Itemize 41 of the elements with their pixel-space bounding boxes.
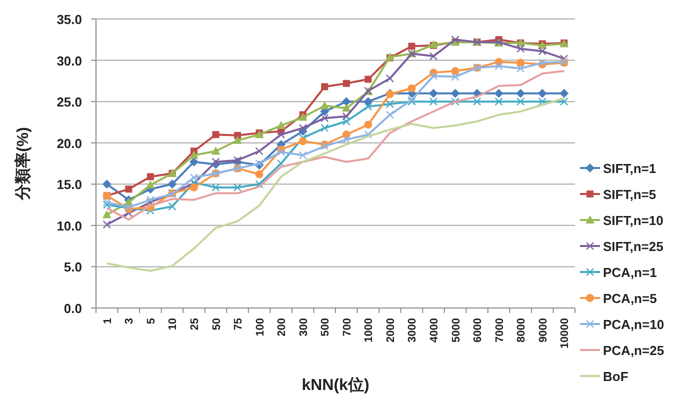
y-tick-label: 30.0 [56,53,82,68]
x-tick-label: 25 [188,318,201,330]
x-tick-label: 500 [320,318,332,336]
x-tick-label: 4000 [428,318,440,342]
x-tick-label: 5000 [450,318,462,342]
x-tick-label: 3 [124,318,136,324]
x-tick-label: 1 [102,318,114,324]
legend-label: PCA,n=1 [603,265,657,280]
y-tick-label: 5.0 [64,260,82,275]
legend-label: SIFT,n=1 [603,161,656,176]
x-tick-label: 200 [276,318,288,336]
y-tick-label: 0.0 [64,301,82,316]
x-tick-label: 10 [167,318,180,330]
x-tick-label: 8000 [516,318,528,342]
x-tick-label: 3000 [406,318,419,342]
y-tick-label: 35.0 [56,12,82,27]
legend-label: PCA,n=25 [603,343,664,358]
x-tick-label: 2000 [384,318,397,342]
x-tick-label: 6000 [472,318,484,342]
legend-label: BoF [603,369,628,384]
x-tick-label: 10000 [559,318,572,349]
x-tick-label: 700 [341,318,354,336]
legend-label: SIFT,n=25 [603,239,664,254]
legend-label: PCA,n=5 [603,291,657,306]
y-tick-label: 25.0 [56,94,82,110]
legend-label: PCA,n=10 [603,317,664,332]
legend-label: SIFT,n=10 [603,213,664,228]
x-tick-label: 50 [210,318,223,330]
y-axis-title: 分類率(%) [13,127,32,201]
x-tick-label: 5 [145,318,158,324]
x-tick-label: 300 [298,318,310,336]
x-tick-label: 1000 [363,318,376,342]
x-tick-label: 75 [232,318,245,330]
legend-label: SIFT,n=5 [603,187,656,202]
x-tick-label: 100 [254,318,266,336]
y-tick-label: 20.0 [56,136,82,151]
x-tick-label: 9000 [537,318,550,342]
x-axis-title: kNN(k位) [302,376,370,394]
y-tick-label: 10.0 [56,218,82,234]
x-tick-label: 7000 [494,318,506,342]
y-tick-label: 15.0 [56,177,82,192]
